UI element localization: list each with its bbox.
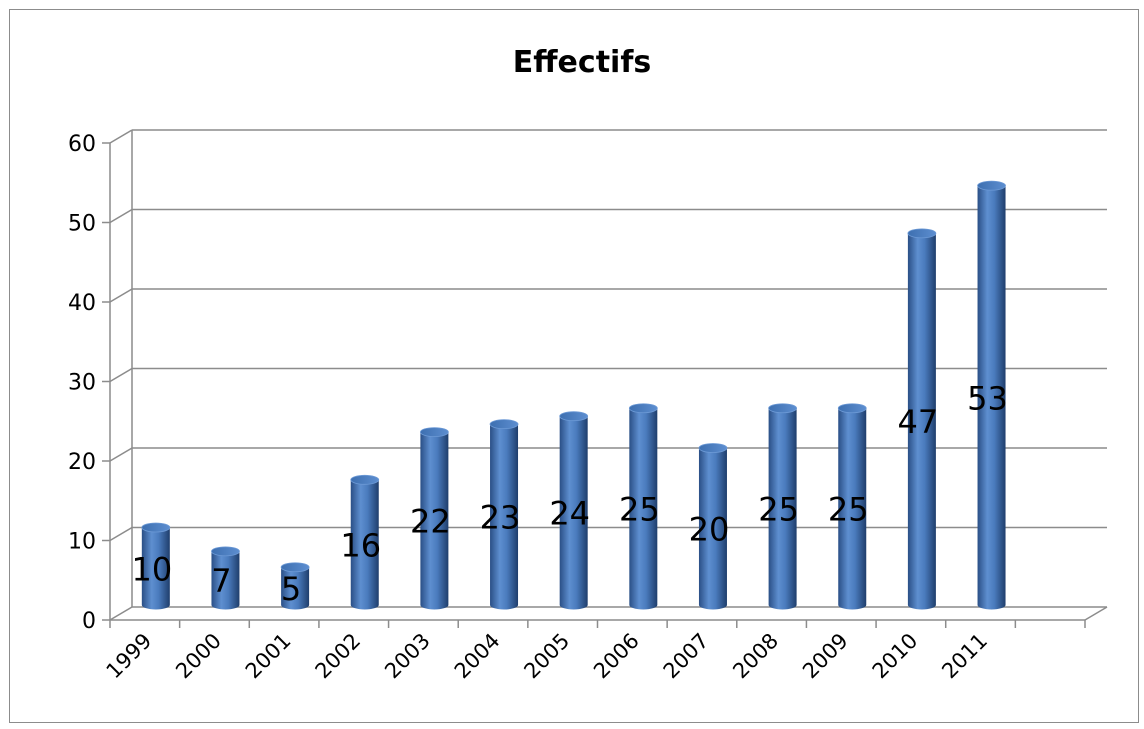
- bar: [907, 228, 937, 610]
- data-label: 24: [549, 495, 590, 533]
- bar-body: [629, 408, 658, 610]
- bar-body: [768, 408, 797, 610]
- data-label: 7: [211, 562, 231, 600]
- y-tick-label: 20: [68, 450, 96, 475]
- x-tick-label: 2000: [171, 629, 226, 684]
- bar-body: [420, 432, 449, 610]
- bar-body: [211, 551, 240, 610]
- bar: [837, 403, 867, 610]
- bar: [419, 427, 449, 610]
- bar: [977, 180, 1006, 610]
- bar-cap: [419, 427, 449, 438]
- y-tick-label: 60: [68, 132, 96, 157]
- y-tick-label: 0: [82, 609, 96, 634]
- bar-body: [907, 233, 936, 610]
- x-tick-label: 2011: [937, 629, 992, 684]
- y-tick-label: 10: [68, 530, 96, 555]
- x-tick-label: 2009: [798, 629, 853, 684]
- x-tick-label: 2008: [728, 629, 783, 684]
- bar-body: [977, 185, 1006, 610]
- gridline-side: [109, 606, 133, 621]
- data-label: 5: [281, 570, 301, 608]
- bar-cap: [141, 522, 171, 533]
- bar-cap: [977, 180, 1006, 191]
- bar-cap: [837, 403, 867, 414]
- bar-cap: [628, 403, 658, 414]
- data-label: 25: [758, 491, 799, 529]
- data-label: 25: [619, 491, 660, 529]
- bar: [768, 403, 798, 610]
- x-tick-label: 2005: [519, 629, 574, 684]
- data-label: 10: [131, 550, 172, 588]
- bar: [628, 403, 658, 610]
- bar-cap: [489, 419, 519, 430]
- bar-cap: [350, 474, 380, 485]
- chart-title: Effectifs: [513, 45, 651, 80]
- bar-cap: [768, 403, 798, 414]
- bar: [280, 562, 310, 610]
- bar-body: [698, 448, 727, 610]
- bar-body: [559, 416, 588, 610]
- data-label: 23: [480, 499, 521, 537]
- bar-body: [350, 479, 379, 610]
- y-tick-label: 30: [68, 371, 96, 396]
- x-tick-label: 1999: [102, 629, 157, 684]
- bar: [698, 443, 728, 610]
- bar-cap: [559, 411, 589, 422]
- bar-body: [281, 567, 310, 610]
- bar-body: [838, 408, 867, 610]
- gridline-side: [109, 288, 133, 303]
- gridline-side: [109, 447, 133, 462]
- x-tick-label: 2001: [241, 629, 296, 684]
- bar-body: [141, 527, 170, 610]
- x-tick-label: 2007: [659, 629, 714, 684]
- bar: [141, 522, 171, 610]
- data-label: 25: [828, 491, 869, 529]
- bar-cap: [280, 562, 310, 573]
- gridline-side: [109, 129, 133, 144]
- bar-cap: [907, 228, 937, 239]
- data-label: 47: [898, 403, 939, 441]
- bar-body: [490, 424, 519, 610]
- x-tick-label: 2010: [868, 629, 923, 684]
- gridline-side: [109, 367, 133, 383]
- x-tick-label: 2002: [311, 629, 366, 684]
- bar-cap: [211, 546, 240, 557]
- bar: [350, 474, 380, 610]
- data-label: 53: [967, 379, 1008, 417]
- x-tick-label: 2003: [380, 629, 435, 684]
- bar: [559, 411, 589, 610]
- bar-cap: [698, 443, 728, 453]
- y-tick-label: 50: [68, 212, 96, 237]
- floor-edge: [1084, 606, 1108, 621]
- bar: [489, 419, 519, 610]
- data-label: 22: [410, 503, 451, 541]
- gridline-side: [109, 208, 133, 224]
- bar: [211, 546, 240, 610]
- x-tick-label: 2006: [589, 629, 644, 684]
- gridline-side: [109, 526, 133, 542]
- data-label: 20: [689, 511, 730, 549]
- x-tick-label: 2004: [450, 629, 505, 684]
- y-tick-label: 40: [68, 291, 96, 316]
- data-label: 16: [340, 526, 381, 564]
